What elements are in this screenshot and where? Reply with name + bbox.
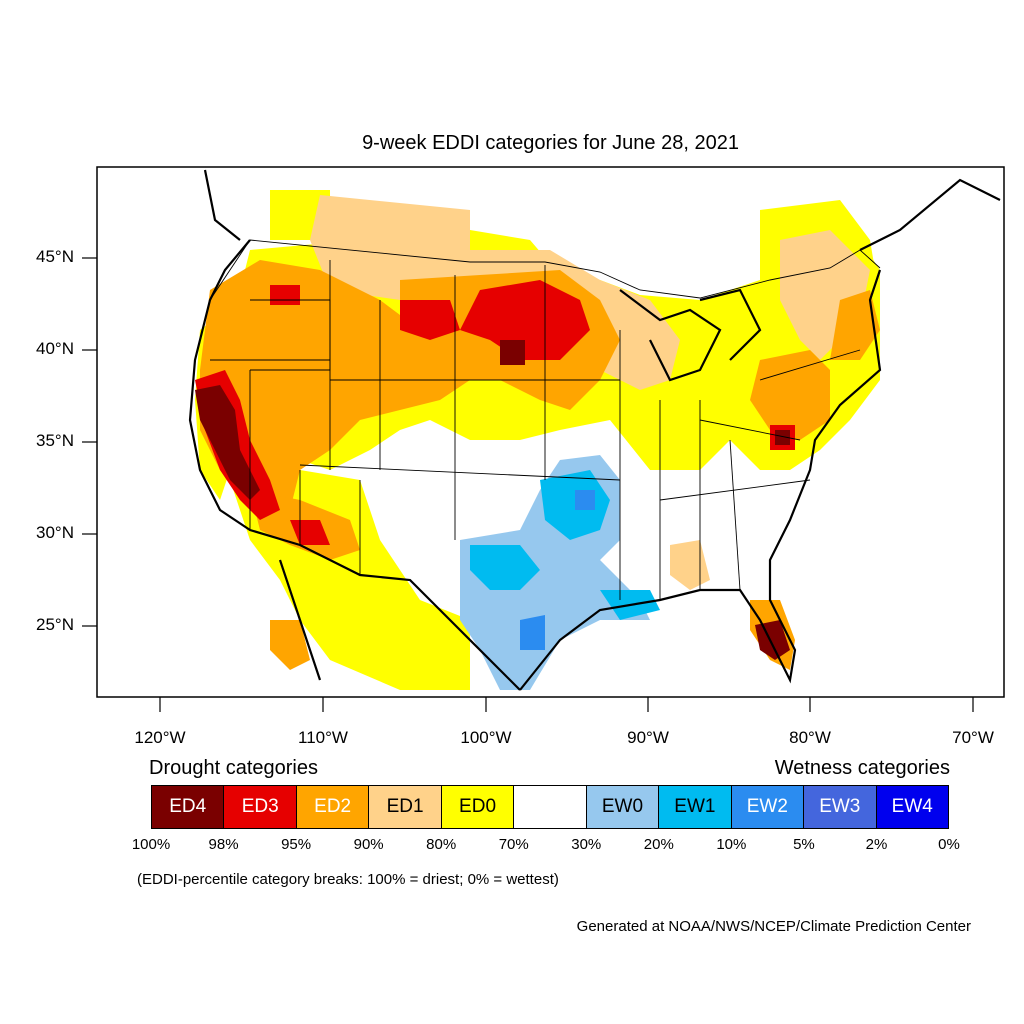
legend-break-label: 30% [571, 836, 602, 853]
legend-break-label: 0% [938, 836, 960, 853]
lon-label-70: 70°W [952, 728, 994, 747]
legend-cell-ew3: EW3 [804, 786, 877, 828]
lat-label-40: 40°N [36, 339, 74, 358]
ew2-region-arkansas [575, 490, 595, 510]
map-frame [96, 166, 1005, 698]
lat-label-30: 30°N [36, 523, 74, 542]
map-title: 9-week EDDI categories for June 28, 2021 [362, 132, 739, 154]
ed2-region-baja [270, 620, 310, 670]
ed4-region-dakota [500, 340, 525, 365]
legend-cell-ed1: ED1 [369, 786, 442, 828]
legend-break-label: 100% [131, 836, 171, 853]
lat-label-25: 25°N [36, 615, 74, 634]
legend-cell-ew2: EW2 [731, 786, 805, 828]
ew1-region-texas [470, 545, 540, 590]
legend-break-label: 2% [865, 836, 888, 853]
legend-break-label: 90% [353, 836, 384, 853]
legend-cell-ed2: ED2 [296, 786, 370, 828]
legend-cell-ew4: EW4 [876, 786, 948, 828]
legend-cell-ed3: ED3 [224, 786, 297, 828]
ed4-region-california [195, 385, 260, 500]
legend-break-label: 95% [281, 836, 312, 853]
ed3-region-montana [400, 300, 460, 340]
legend-cell-ew0: EW0 [586, 786, 660, 828]
lat-label-45: 45°N [36, 247, 74, 266]
legend-break-label: 10% [716, 836, 747, 853]
lon-label-120: 120°W [134, 728, 186, 747]
ed3-region-oregon [270, 285, 300, 305]
legend-break-label: 80% [426, 836, 457, 853]
lon-label-110: 110°W [298, 728, 348, 747]
legend-cell-ed0: ED0 [441, 786, 515, 828]
lon-label-80: 80°W [789, 728, 831, 747]
legend-break-label: 5% [793, 836, 815, 853]
legend-break-label: 70% [498, 836, 529, 853]
ed2-region-maine [830, 290, 880, 360]
boundary-lines [209, 239, 881, 600]
axis-ticks [82, 257, 974, 712]
coastlines [188, 169, 1001, 691]
category-note: (EDDI-percentile category breaks: 100% =… [137, 871, 559, 888]
legend-cell-ed4: ED4 [152, 786, 225, 828]
lon-label-90: 90°W [627, 728, 669, 747]
lon-label-100: 100°W [460, 728, 512, 747]
lat-label-35: 35°N [36, 431, 74, 450]
ew2-region-east-texas [520, 615, 545, 650]
ed4-region-florida [755, 620, 790, 660]
credit-line: Generated at NOAA/NWS/NCEP/Climate Predi… [576, 918, 971, 935]
category-legend-bar: ED4 ED3 ED2 ED1 ED0 EW0 EW1 EW2 EW3 EW4 [151, 785, 949, 829]
ed1-region-midwest [590, 300, 680, 390]
wetness-heading: Wetness categories [774, 757, 950, 779]
drought-heading: Drought categories [149, 757, 318, 779]
legend-cell-ew1: EW1 [659, 786, 732, 828]
legend-cell-near-normal [514, 786, 587, 828]
legend-break-label: 20% [643, 836, 674, 853]
legend-break-label: 98% [208, 836, 239, 853]
ed4-region-virginia [775, 430, 790, 445]
ed3-region-dakotas [460, 280, 590, 360]
ed2-region-northeast [750, 350, 830, 440]
